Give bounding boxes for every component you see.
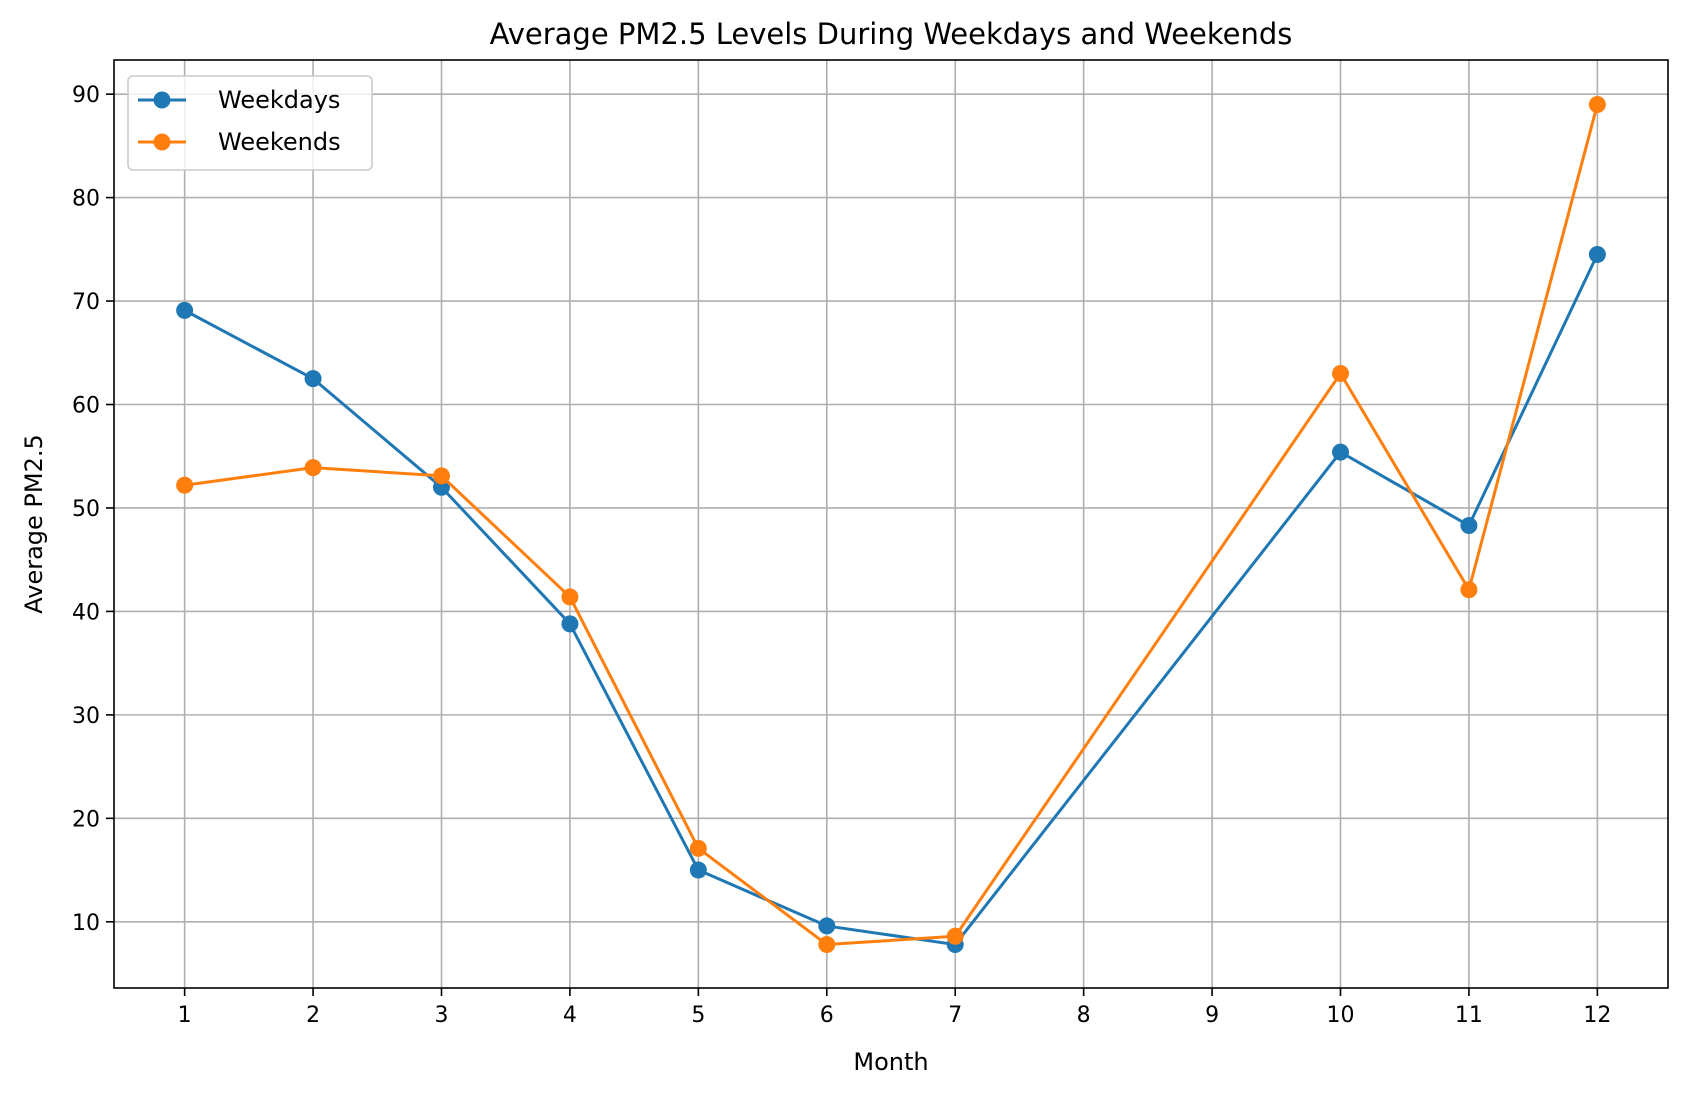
y-axis: 10 20 30 40 50 60 70 80 90: [72, 83, 114, 936]
legend-label: Weekdays: [218, 86, 340, 114]
x-tick-label: 10: [1327, 1003, 1355, 1028]
data-point: [689, 839, 707, 857]
data-point: [1460, 581, 1478, 599]
data-point: [432, 467, 450, 485]
legend-item: Weekdays: [138, 86, 340, 114]
y-tick-label: 90: [72, 83, 100, 108]
y-tick-label: 50: [72, 497, 100, 522]
data-point: [561, 615, 579, 633]
data-point: [176, 476, 194, 494]
data-point: [946, 927, 964, 945]
x-tick-label: 3: [434, 1003, 448, 1028]
x-tick-label: 1: [178, 1003, 192, 1028]
chart-title: Average PM2.5 Levels During Weekdays and…: [490, 17, 1293, 51]
series-line: [184, 104, 1599, 947]
data-point: [561, 588, 579, 606]
series-weekends: [176, 95, 1606, 954]
data-point: [1460, 517, 1478, 535]
x-tick-label: 2: [306, 1003, 320, 1028]
x-tick-label: 5: [691, 1003, 705, 1028]
legend-marker: [153, 91, 171, 109]
data-point: [689, 861, 707, 879]
y-axis-label: Average PM2.5: [20, 434, 48, 614]
y-tick-label: 20: [72, 807, 100, 832]
data-point: [1332, 364, 1350, 382]
x-tick-label: 11: [1455, 1003, 1483, 1028]
data-point: [1332, 443, 1350, 461]
y-tick-label: 80: [72, 187, 100, 212]
data-point: [1588, 95, 1606, 113]
y-tick-label: 70: [72, 290, 100, 315]
x-tick-label: 6: [820, 1003, 834, 1028]
x-tick-label: 4: [563, 1003, 577, 1028]
y-tick-label: 60: [72, 394, 100, 419]
legend-box: [127, 75, 373, 171]
series-layer: [176, 95, 1606, 954]
data-point: [304, 459, 322, 477]
legend-label: Weekends: [218, 128, 341, 156]
data-point: [818, 936, 836, 954]
x-tick-label: 12: [1583, 1003, 1611, 1028]
y-tick-label: 40: [72, 600, 100, 625]
x-tick-label: 8: [1077, 1003, 1091, 1028]
y-tick-label: 30: [72, 704, 100, 729]
x-axis-label: Month: [853, 1048, 928, 1076]
legend-marker: [153, 133, 171, 151]
x-axis: 1 2 3 4 5 6 7 8 9 10 11 12: [178, 988, 1611, 1028]
data-point: [1588, 245, 1606, 263]
x-tick-label: 7: [948, 1003, 962, 1028]
data-point: [176, 301, 194, 319]
data-point: [818, 917, 836, 935]
legend-item: Weekends: [138, 128, 341, 156]
plot-frame: [113, 59, 1669, 989]
x-tick-label: 9: [1205, 1003, 1219, 1028]
y-tick-label: 10: [72, 911, 100, 936]
legend: Weekdays Weekends: [127, 75, 373, 171]
data-point: [304, 370, 322, 388]
